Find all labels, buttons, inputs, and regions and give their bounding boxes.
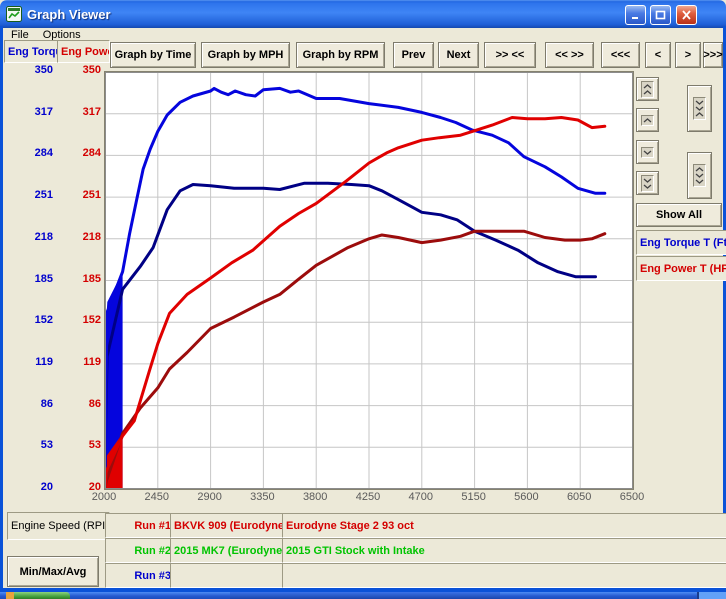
y-tick-power: 152 xyxy=(82,314,101,327)
scroll-left-button[interactable]: < xyxy=(645,42,671,68)
run-comment-field-3[interactable] xyxy=(282,563,726,588)
scroll-far-right-button[interactable]: >>> xyxy=(703,42,723,68)
x-tick: 4700 xyxy=(408,491,434,503)
x-tick: 5600 xyxy=(514,491,539,503)
y-tick-torque: 350 xyxy=(34,64,53,76)
desktop-icon-fragment xyxy=(6,592,14,599)
run-name-field-3[interactable] xyxy=(170,563,286,588)
y-tick-power: 317 xyxy=(82,105,101,118)
run-label-2: Run #2 xyxy=(105,538,175,563)
y-tick-torque: 284 xyxy=(34,147,53,160)
run-name-field-2[interactable]: 2015 MK7 (Eurodyne, E xyxy=(170,538,286,563)
y-tick-torque: 218 xyxy=(34,230,53,243)
run-label-1: Run #1 xyxy=(105,513,175,538)
window-border-right xyxy=(723,26,726,588)
show-all-button[interactable]: Show All xyxy=(636,203,722,227)
down-down-up-chevrons-icon xyxy=(693,97,706,120)
zoom-out-button[interactable]: << >> xyxy=(545,42,594,68)
legend-power-field[interactable]: Eng Power T (HP) xyxy=(636,256,726,281)
spin-down-button[interactable] xyxy=(636,140,659,164)
x-tick: 6050 xyxy=(566,491,592,503)
graph-by-rpm-button[interactable]: Graph by RPM xyxy=(296,42,385,68)
down-chevrons-icon xyxy=(641,146,654,158)
min-max-avg-button[interactable]: Min/Max/Avg xyxy=(7,556,99,587)
spin-up-fast-button[interactable] xyxy=(636,77,659,101)
y-tick-power: 185 xyxy=(82,272,101,285)
y-tick-power: 251 xyxy=(82,189,101,202)
scroll-far-left-button[interactable]: <<< xyxy=(601,42,640,68)
menu-options[interactable]: Options xyxy=(42,28,81,41)
run-comment-field-1[interactable]: Eurodyne Stage 2 93 oct xyxy=(282,513,726,538)
minimize-button[interactable] xyxy=(625,5,646,25)
legend-torque-field[interactable]: Eng Torque T (Ft-l xyxy=(636,230,726,255)
run-name-field-1[interactable]: BKVK 909 (Eurodyne, I xyxy=(170,513,286,538)
window-border-bottom xyxy=(0,588,726,592)
zoom-in-button[interactable]: >> << xyxy=(484,42,536,68)
y-tick-power: 53 xyxy=(88,439,101,452)
y-tick-torque: 86 xyxy=(40,397,53,410)
spin-up-button[interactable] xyxy=(636,108,659,132)
titlebar[interactable]: Graph Viewer xyxy=(0,0,726,28)
window-border-left xyxy=(0,26,3,588)
close-button[interactable] xyxy=(676,5,697,25)
scroll-right-button[interactable]: > xyxy=(675,42,701,68)
torque-axis-header[interactable]: Eng Torqu xyxy=(4,40,63,63)
x-tick: 6500 xyxy=(619,491,645,503)
y-tick-power: 350 xyxy=(82,64,101,76)
up-chevrons-icon xyxy=(641,114,654,126)
graph-by-time-button[interactable]: Graph by Time xyxy=(110,42,196,68)
task-button-active[interactable] xyxy=(230,592,500,599)
y-tick-power: 284 xyxy=(82,147,101,160)
y-tick-torque: 251 xyxy=(34,189,53,202)
y-tick-power: 218 xyxy=(82,230,101,243)
maximize-button[interactable] xyxy=(650,5,671,25)
x-tick: 5150 xyxy=(461,491,486,503)
dyno-chart xyxy=(105,72,633,489)
x-tick: 4250 xyxy=(355,491,381,503)
menubar: File Options xyxy=(3,28,726,41)
x-tick: 3350 xyxy=(250,491,275,503)
range-upper-button[interactable] xyxy=(687,85,712,132)
prev-button[interactable]: Prev xyxy=(393,42,434,68)
y-tick-torque: 53 xyxy=(40,439,53,452)
y-tick-torque: 119 xyxy=(35,355,53,368)
y-tick-torque: 20 xyxy=(40,481,53,493)
spin-down-fast-button[interactable] xyxy=(636,171,659,195)
up-down-down-chevrons-icon xyxy=(693,164,706,187)
up-up-chevrons-icon xyxy=(641,80,654,98)
system-tray-fragment xyxy=(697,592,726,599)
x-tick: 2450 xyxy=(144,491,170,503)
app-icon xyxy=(6,6,22,22)
y-tick-power: 86 xyxy=(88,397,101,410)
graph-by-mph-button[interactable]: Graph by MPH xyxy=(201,42,290,68)
y-tick-torque: 317 xyxy=(34,105,53,118)
y-tick-torque: 152 xyxy=(34,314,53,327)
x-tick: 2000 xyxy=(91,491,117,503)
down-down-chevrons-icon xyxy=(641,174,654,192)
menu-file[interactable]: File xyxy=(11,28,29,41)
next-button[interactable]: Next xyxy=(438,42,479,68)
run-label-3: Run #3 xyxy=(105,563,175,588)
taskbar xyxy=(0,592,726,599)
range-lower-button[interactable] xyxy=(687,152,712,199)
y-tick-power: 119 xyxy=(83,355,101,368)
x-tick: 3800 xyxy=(302,491,328,503)
start-button-fragment[interactable] xyxy=(14,592,70,599)
y-tick-power: 20 xyxy=(88,481,101,493)
run-comment-field-2[interactable]: 2015 GTI Stock with Intake xyxy=(282,538,726,563)
x-tick: 2900 xyxy=(197,491,222,503)
window-title: Graph Viewer xyxy=(27,6,111,22)
power-axis-header[interactable]: Eng Powe xyxy=(57,40,110,63)
y-tick-torque: 185 xyxy=(34,272,53,285)
chart-plot-area[interactable] xyxy=(104,71,634,490)
x-axis-name-field[interactable]: Engine Speed (RPI xyxy=(7,512,110,540)
